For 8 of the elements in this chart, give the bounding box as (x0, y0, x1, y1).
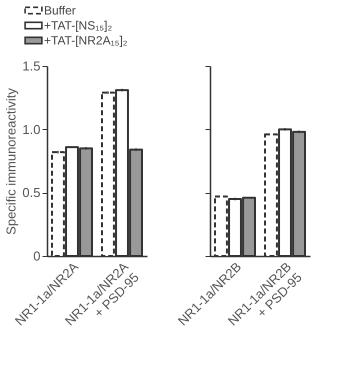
legend-label: +TAT-[NR2A₁₅]₂ (44, 34, 128, 48)
y-tick-label: 1.5 (22, 58, 40, 74)
y-tick-label: 0.5 (22, 185, 40, 200)
y-axis-title: Specific immunoreactivity (3, 88, 18, 235)
y-tick-label: 1.0 (22, 122, 40, 137)
legend-label: +TAT-[NS₁₅]₂ (44, 18, 112, 32)
legend-label: Buffer (44, 4, 76, 18)
y-tick-label: 0 (33, 248, 40, 264)
